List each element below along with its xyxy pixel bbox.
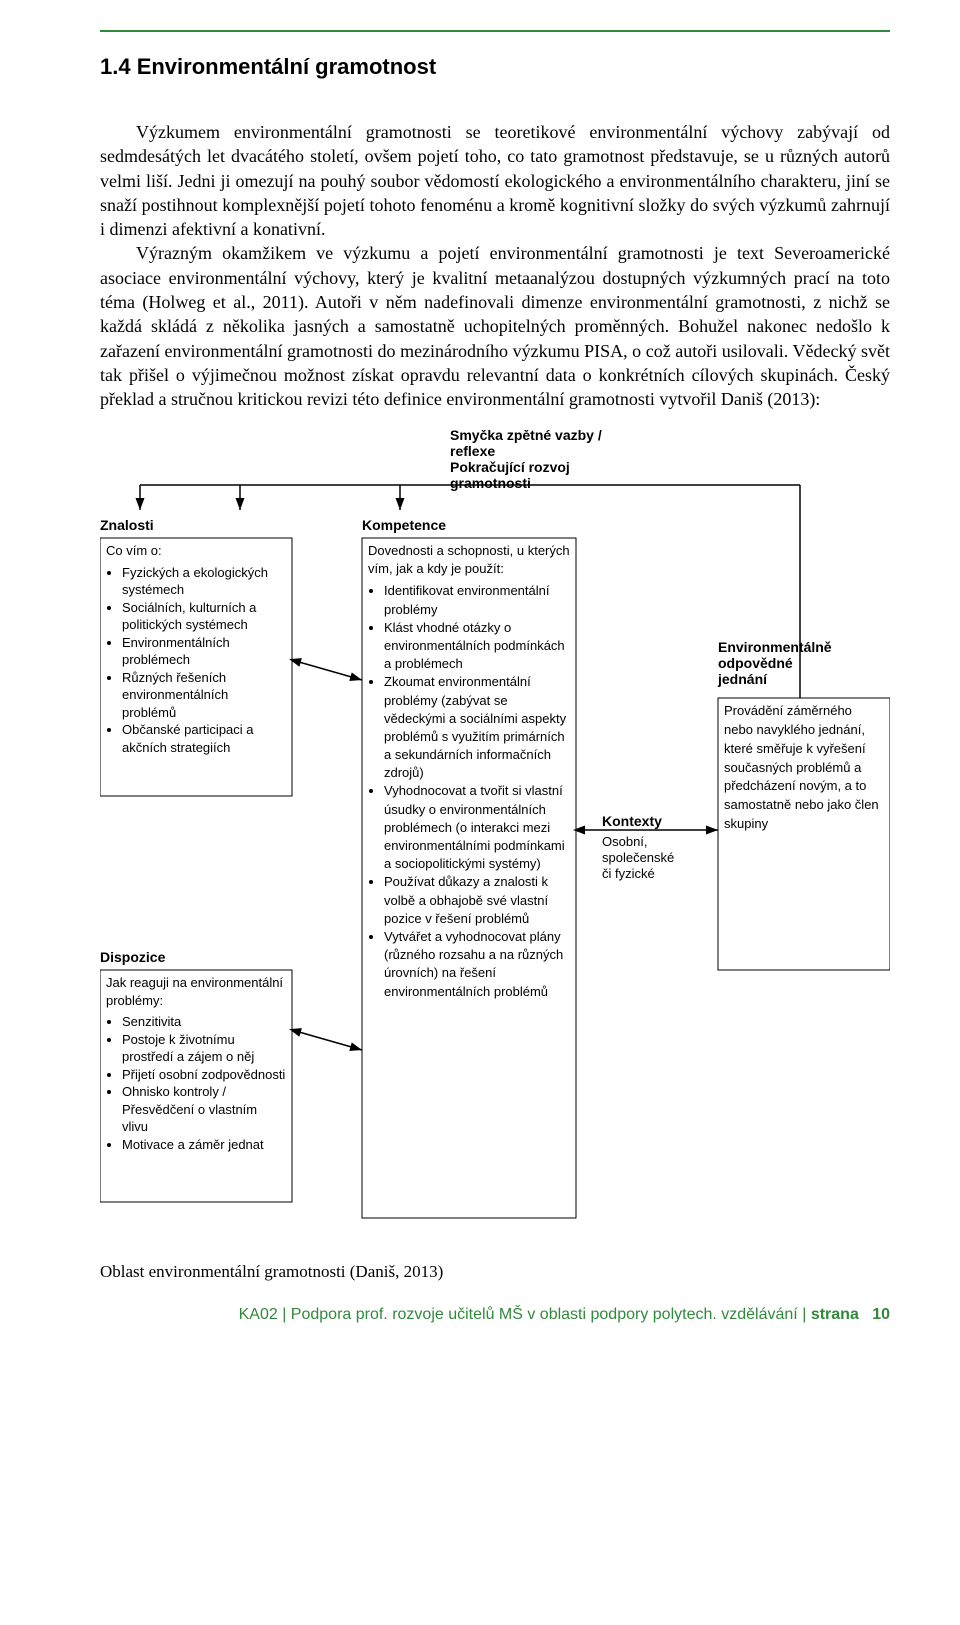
kontexty-line-3: či fyzické (602, 866, 655, 881)
svg-text:Pokračující rozvoj: Pokračující rozvoj (450, 459, 570, 475)
footer-code: KA02 (239, 1306, 278, 1323)
jednani-label-3: jednání (717, 671, 768, 687)
kontexty-line-1: Osobní, (602, 834, 648, 849)
paragraph-1: Výzkumem environmentální gramotnosti se … (100, 120, 890, 241)
svg-text:reflexe: reflexe (450, 443, 495, 459)
top-rule (100, 30, 890, 32)
diagram-container: Smyčka zpětné vazby / reflexe Pokračujíc… (100, 430, 890, 1250)
arrow-dispozice-kompetence (292, 1030, 362, 1050)
dispozice-content: Jak reaguji na environmentální problémy:… (106, 974, 286, 1198)
svg-text:gramotnosti: gramotnosti (450, 475, 531, 491)
znalosti-content: Co vím o: Fyzických a ekologických systé… (106, 542, 286, 792)
jednani-content: Provádění záměrného nebo navyklého jedná… (724, 702, 884, 966)
footer-text: Podpora prof. rozvoje učitelů MŠ v oblas… (291, 1306, 798, 1323)
kontexty-label: Kontexty (602, 813, 662, 829)
dispozice-label: Dispozice (100, 949, 166, 965)
env-literacy-diagram: Smyčka zpětné vazby / reflexe Pokračujíc… (100, 430, 890, 1250)
paragraph-2: Výrazným okamžikem ve výzkumu a pojetí e… (100, 241, 890, 411)
page-footer: KA02 | Podpora prof. rozvoje učitelů MŠ … (100, 1306, 890, 1324)
kompetence-label: Kompetence (362, 517, 446, 533)
jednani-label-1: Environmentálně (718, 639, 832, 655)
footer-page-number: 10 (872, 1306, 890, 1323)
svg-text:Smyčka zpětné vazby /: Smyčka zpětné vazby / (450, 430, 602, 443)
kontexty-line-2: společenské (602, 850, 674, 865)
footer-page-label: strana (811, 1306, 859, 1323)
diagram-caption: Oblast environmentální gramotnosti (Dani… (100, 1262, 890, 1282)
jednani-label-2: odpovědné (718, 655, 793, 671)
section-heading: 1.4 Environmentální gramotnost (100, 54, 890, 80)
arrow-znalosti-kompetence (292, 660, 362, 680)
znalosti-label: Znalosti (100, 517, 154, 533)
kompetence-content: Dovednosti a schopnosti, u kterých vím, … (368, 542, 570, 1214)
